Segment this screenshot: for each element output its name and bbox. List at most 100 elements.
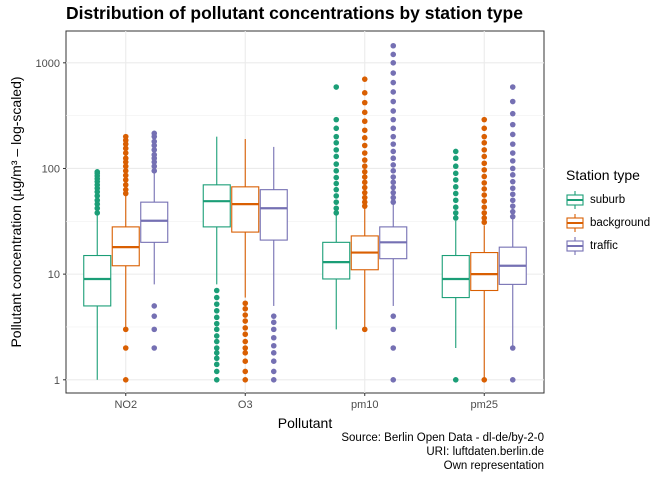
outlier-point xyxy=(509,213,516,220)
outlier-point xyxy=(242,312,249,318)
outlier-point xyxy=(361,99,368,106)
outlier-point xyxy=(213,368,220,375)
outlier-point xyxy=(151,159,158,165)
outlier-point xyxy=(452,197,459,204)
outlier-point xyxy=(122,155,129,162)
outlier-point xyxy=(270,313,277,319)
outlier-point xyxy=(390,162,397,168)
outlier-point xyxy=(390,141,397,147)
outlier-point xyxy=(213,314,220,321)
caption-source: Source: Berlin Open Data - dl-de/by-2-0 xyxy=(341,432,544,444)
outlier-point xyxy=(213,338,220,345)
outlier-point xyxy=(509,84,516,90)
outlier-point xyxy=(509,185,516,192)
legend-label: suburb xyxy=(590,193,626,206)
outlier-point xyxy=(213,326,220,333)
outlier-point xyxy=(242,300,249,307)
outlier-point xyxy=(390,155,397,162)
outlier-point xyxy=(509,98,516,105)
outlier-point xyxy=(509,345,516,351)
chart-title: Distribution of pollutant concentrations… xyxy=(66,3,523,23)
legend-item-background: background xyxy=(566,211,650,234)
box-background-O3 xyxy=(231,139,260,383)
outlier-point xyxy=(481,198,488,205)
outlier-point xyxy=(452,184,459,190)
outlier-point xyxy=(122,150,129,156)
outlier-point xyxy=(361,142,368,149)
legend-key-icon xyxy=(566,236,584,255)
outlier-point xyxy=(481,167,488,173)
outlier-point xyxy=(213,361,220,368)
outlier-point xyxy=(361,90,368,96)
outlier-point xyxy=(242,331,249,338)
outlier-point xyxy=(509,141,516,147)
outlier-point xyxy=(94,197,101,204)
outlier-point xyxy=(242,376,249,383)
outlier-point xyxy=(361,76,368,82)
outlier-point xyxy=(481,186,488,192)
outlier-point xyxy=(509,131,516,138)
legend-key-icon xyxy=(566,190,584,209)
legend-label: background xyxy=(590,216,651,229)
outlier-point xyxy=(481,219,488,226)
outlier-point xyxy=(361,157,368,163)
y-tick-label: 1 xyxy=(54,375,60,387)
outlier-point xyxy=(390,79,397,86)
box-traffic-NO2 xyxy=(140,130,169,351)
x-tick-label: pm25 xyxy=(470,399,498,411)
outlier-point xyxy=(333,139,340,146)
outlier-point xyxy=(151,303,158,309)
outlier-point xyxy=(151,130,158,137)
box-iqr xyxy=(259,189,288,241)
outlier-point xyxy=(122,133,129,140)
outlier-point xyxy=(333,161,340,167)
legend-key-icon xyxy=(566,213,584,232)
outlier-point xyxy=(242,350,249,356)
outlier-point xyxy=(270,368,277,375)
outlier-point xyxy=(213,287,220,294)
box-iqr xyxy=(441,254,470,299)
box-suburb-O3 xyxy=(202,136,231,383)
outlier-point xyxy=(333,180,340,187)
outlier-point xyxy=(333,153,340,160)
outlier-point xyxy=(213,376,220,383)
outlier-point xyxy=(481,153,488,160)
outlier-point xyxy=(481,133,488,140)
outlier-point xyxy=(213,294,220,301)
outlier-point xyxy=(390,376,397,383)
box-suburb-NO2 xyxy=(83,169,112,380)
outlier-point xyxy=(122,186,129,193)
outlier-point xyxy=(333,186,340,193)
outlier-point xyxy=(122,168,129,174)
outlier-point xyxy=(270,350,277,356)
outlier-point xyxy=(122,163,129,170)
outlier-point xyxy=(452,190,459,197)
outlier-point xyxy=(390,189,397,196)
outlier-point xyxy=(481,116,488,123)
outlier-point xyxy=(333,84,340,90)
outlier-point xyxy=(94,169,101,175)
outlier-point xyxy=(390,174,397,180)
outlier-point xyxy=(452,215,459,221)
outlier-point xyxy=(509,376,516,383)
box-traffic-pm25 xyxy=(498,84,527,383)
outlier-point xyxy=(390,179,397,186)
outlier-point xyxy=(151,326,158,333)
outlier-point xyxy=(361,135,368,141)
outlier-point xyxy=(151,147,158,153)
outlier-point xyxy=(361,194,368,201)
outlier-point xyxy=(390,42,397,49)
outlier-point xyxy=(122,345,129,351)
outlier-point xyxy=(270,342,277,349)
outlier-point xyxy=(242,368,249,375)
outlier-point xyxy=(390,326,397,333)
outlier-point xyxy=(390,133,397,140)
y-tick-label: 100 xyxy=(42,163,60,175)
outlier-point xyxy=(151,142,158,149)
outlier-point xyxy=(361,150,368,156)
outlier-point xyxy=(390,60,397,66)
outlier-point xyxy=(390,345,397,351)
outlier-point xyxy=(270,376,277,383)
outlier-point xyxy=(242,358,249,364)
outlier-point xyxy=(452,376,459,383)
